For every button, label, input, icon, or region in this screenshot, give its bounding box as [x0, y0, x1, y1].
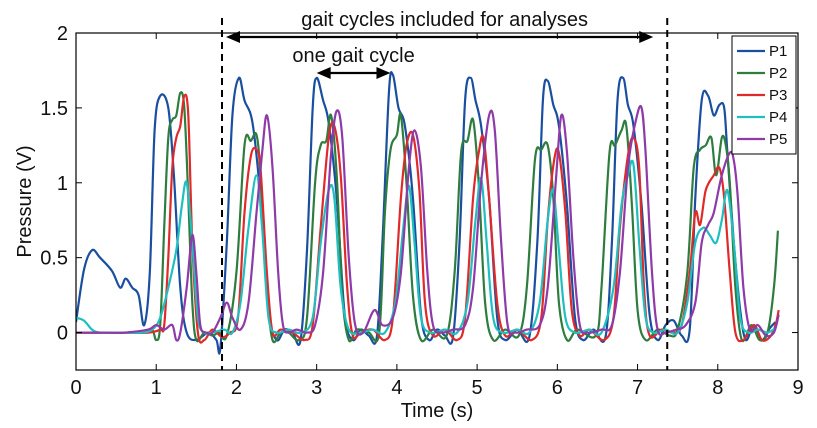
x-tick-label: 0 [70, 377, 81, 399]
x-tick-label: 1 [151, 377, 162, 399]
range-arrow-head-right [639, 31, 654, 43]
range-arrow-head-left [226, 31, 241, 43]
x-tick-label: 4 [391, 377, 402, 399]
legend-label-p2: P2 [769, 65, 787, 82]
cycle-arrow-head-left [316, 67, 331, 79]
range-annotation-label: gait cycles included for analyses [301, 9, 588, 31]
y-tick-label: 0 [57, 323, 68, 345]
x-tick-label: 5 [472, 377, 483, 399]
x-axis-title: Time (s) [401, 400, 474, 422]
legend-label-p1: P1 [769, 43, 787, 60]
cycle-arrow-head-right [376, 67, 391, 79]
legend-label-p5: P5 [769, 131, 787, 148]
x-tick-label: 9 [792, 377, 803, 399]
series-line-p5 [76, 104, 780, 342]
y-tick-label: 1 [57, 173, 68, 195]
y-tick-label: 1.5 [40, 98, 68, 120]
y-tick-label: 2 [57, 23, 68, 45]
y-tick-label: 0.5 [40, 248, 68, 270]
y-axis-title: Pressure (V) [14, 145, 36, 257]
x-tick-label: 2 [231, 377, 242, 399]
cycle-annotation-label: one gait cycle [292, 45, 414, 67]
annotations: gait cycles included for analyses one gai… [221, 9, 669, 370]
legend-label-p3: P3 [769, 87, 787, 104]
x-tick-label: 3 [311, 377, 322, 399]
x-tick-label: 6 [552, 377, 563, 399]
x-tick-label: 8 [712, 377, 723, 399]
x-tick-label: 7 [632, 377, 643, 399]
legend: P1 P2 P3 P4 P5 [731, 35, 797, 155]
legend-label-p4: P4 [769, 109, 787, 126]
plot-area-frame [75, 32, 799, 371]
